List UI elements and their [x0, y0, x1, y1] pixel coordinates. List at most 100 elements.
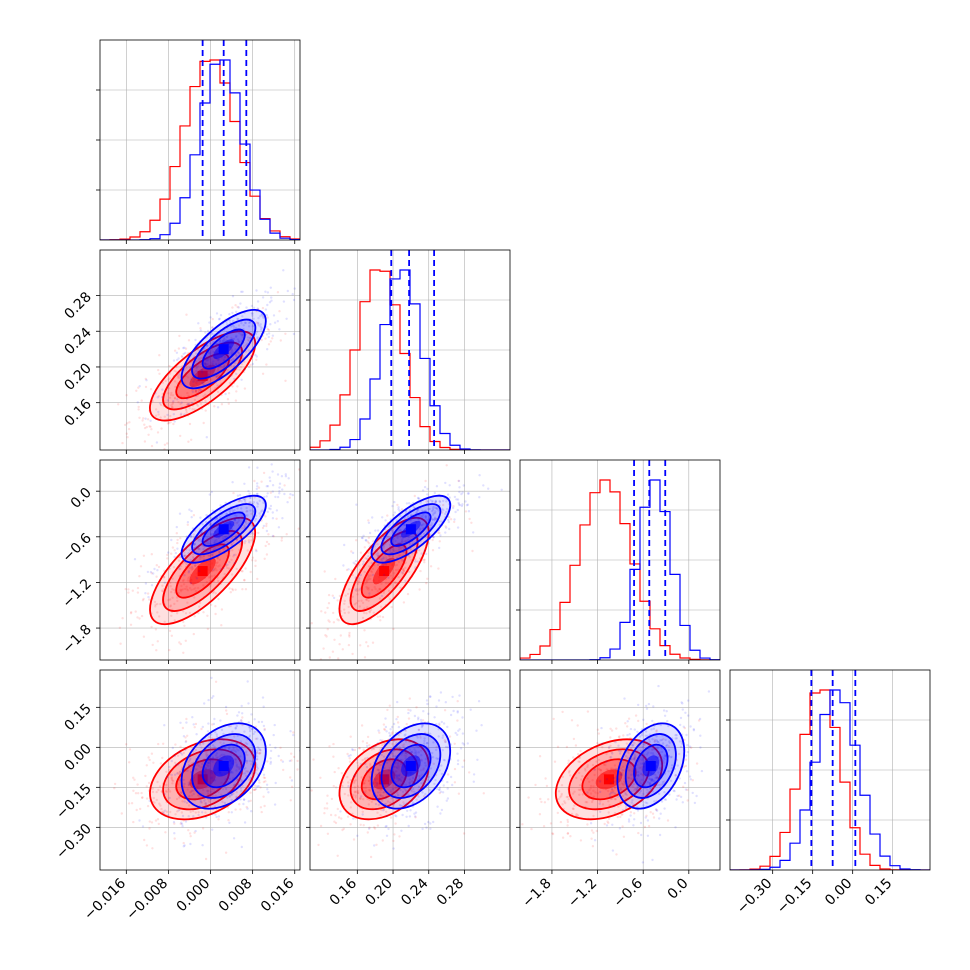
- density-peak-series-0: [603, 774, 614, 785]
- scatter-point: [179, 567, 182, 571]
- scatter-point: [203, 362, 206, 365]
- scatter-point: [208, 523, 211, 527]
- scatter-point: [292, 298, 296, 302]
- scatter-point: [359, 797, 362, 800]
- scatter-point: [180, 406, 184, 409]
- scatter-point: [663, 791, 666, 794]
- scatter-point: [331, 650, 335, 653]
- scatter-point: [158, 372, 161, 375]
- scatter-point: [401, 758, 404, 762]
- scatter-point: [284, 332, 287, 335]
- scatter-point: [204, 363, 208, 366]
- scatter-point: [349, 806, 352, 809]
- scatter-point: [287, 477, 290, 480]
- scatter-point: [226, 369, 229, 372]
- scatter-point: [446, 797, 450, 800]
- scatter-point: [259, 751, 262, 755]
- scatter-point: [213, 539, 216, 542]
- scatter-point: [192, 815, 195, 818]
- scatter-point: [670, 764, 674, 767]
- scatter-point: [439, 534, 442, 537]
- scatter-point: [271, 517, 275, 520]
- scatter-point: [455, 498, 458, 501]
- scatter-point: [211, 794, 214, 798]
- scatter-point: [666, 744, 669, 747]
- scatter-point: [384, 725, 388, 729]
- scatter-point: [298, 468, 300, 471]
- scatter-point: [215, 815, 218, 819]
- scatter-point: [262, 705, 265, 708]
- scatter-point: [248, 492, 251, 495]
- scatter-point: [336, 618, 339, 621]
- scatter-point: [254, 564, 257, 568]
- scatter-point: [205, 356, 208, 359]
- scatter-point: [651, 748, 654, 751]
- scatter-point: [654, 774, 657, 777]
- scatter-point: [269, 479, 272, 483]
- scatter-point: [244, 498, 247, 501]
- scatter-point: [394, 581, 397, 584]
- scatter-point: [461, 491, 464, 494]
- scatter-point: [251, 312, 254, 315]
- scatter-point: [380, 582, 383, 585]
- scatter-point: [384, 581, 388, 585]
- scatter-point: [243, 578, 246, 582]
- scatter-point: [234, 808, 237, 811]
- scatter-point: [285, 317, 288, 320]
- scatter-point: [243, 524, 246, 527]
- scatter-point: [543, 801, 547, 804]
- scatter-point: [367, 803, 370, 806]
- scatter-point: [377, 769, 381, 772]
- scatter-point: [401, 559, 404, 562]
- scatter-point: [256, 501, 259, 504]
- scatter-point: [655, 729, 658, 732]
- scatter-point: [235, 354, 238, 357]
- scatter-point: [194, 389, 198, 392]
- panel-content: [310, 691, 485, 859]
- scatter-point: [467, 492, 470, 495]
- scatter-point: [254, 519, 257, 522]
- scatter-point: [657, 771, 660, 774]
- scatter-point: [656, 746, 660, 750]
- scatter-point: [200, 801, 204, 804]
- scatter-point: [249, 501, 252, 504]
- scatter-point: [482, 792, 485, 795]
- scatter-point: [130, 802, 134, 805]
- scatter-point: [406, 592, 410, 596]
- scatter-point: [354, 559, 358, 563]
- scatter-point: [581, 793, 585, 796]
- scatter-point: [188, 764, 191, 768]
- scatter-point: [248, 725, 251, 729]
- scatter-point: [410, 751, 413, 754]
- scatter-point: [264, 290, 267, 293]
- scatter-point: [367, 599, 370, 602]
- scatter-point: [371, 746, 374, 750]
- scatter-point: [147, 595, 150, 599]
- scatter-point: [370, 588, 374, 592]
- scatter-point: [248, 727, 252, 730]
- scatter-point: [212, 779, 215, 782]
- scatter-point: [202, 548, 205, 551]
- scatter-point: [253, 339, 257, 342]
- contour-line-series-1: [201, 511, 246, 547]
- scatter-point: [251, 556, 255, 559]
- scatter-point: [435, 705, 438, 708]
- scatter-point: [206, 627, 210, 631]
- scatter-point: [259, 786, 262, 789]
- scatter-point: [136, 591, 140, 594]
- scatter-point: [192, 380, 195, 383]
- scatter-point: [397, 778, 400, 781]
- scatter-point: [302, 357, 304, 359]
- scatter-point: [445, 464, 448, 467]
- scatter-point: [217, 565, 220, 568]
- scatter-point: [166, 422, 170, 425]
- scatter-point: [253, 730, 256, 734]
- scatter-point: [231, 350, 234, 353]
- scatter-point: [256, 466, 259, 469]
- scatter-point: [451, 783, 454, 787]
- scatter-point: [223, 572, 226, 576]
- scatter-point: [188, 611, 192, 615]
- scatter-point: [144, 417, 147, 420]
- scatter-point: [369, 762, 372, 766]
- scatter-point: [348, 757, 351, 760]
